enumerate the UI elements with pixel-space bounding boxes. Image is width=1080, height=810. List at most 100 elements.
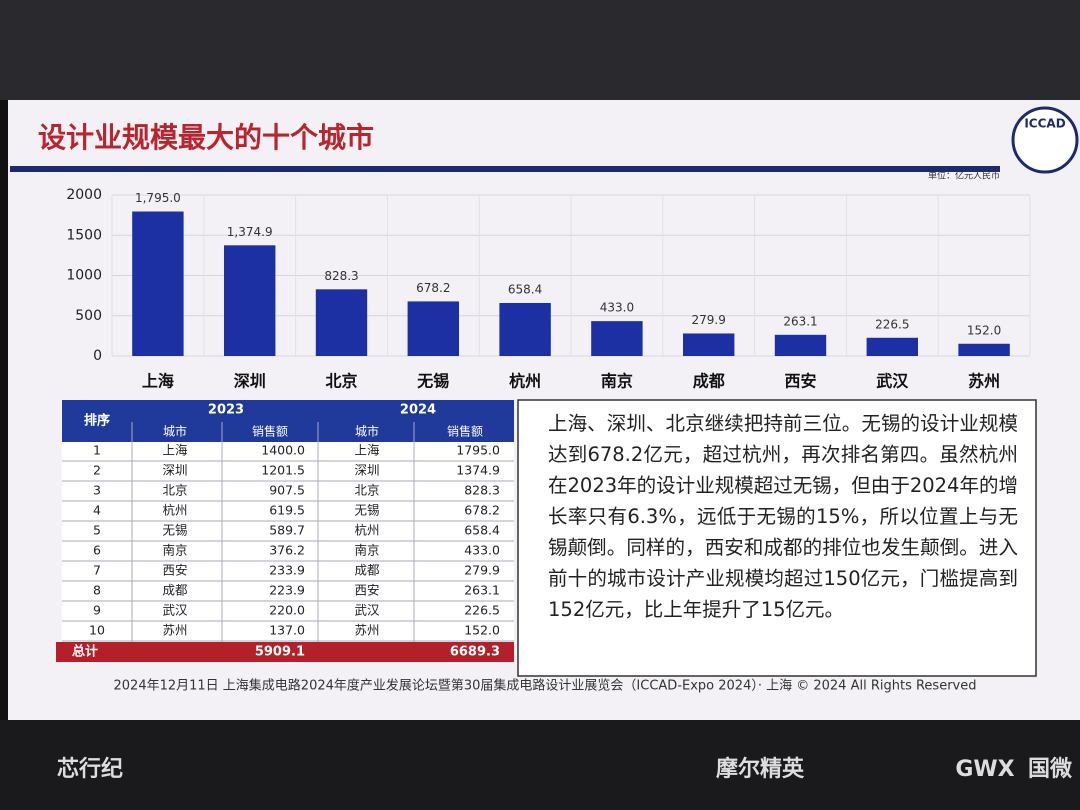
table-cell: 无锡 — [162, 523, 187, 538]
text-box — [517, 399, 1037, 677]
table-cell: 433.0 — [464, 543, 500, 558]
bar — [315, 289, 368, 356]
x-tick-label: 成都 — [693, 372, 725, 391]
table-cell: 武汉 — [354, 603, 380, 618]
y-tick-label: 1000 — [66, 268, 102, 284]
paragraph: 上海、深圳、北京继续把持前三位。无锡的设计业规模达到678.2亿元，超过杭州，再… — [548, 412, 1018, 621]
unit-label: 单位：亿元人民币 — [928, 170, 1000, 182]
table-cell: 成都 — [162, 583, 188, 598]
value-label: 828.3 — [324, 269, 358, 283]
bar — [591, 321, 643, 356]
table-cell: 上海 — [354, 443, 380, 458]
x-tick-label: 上海 — [142, 372, 174, 391]
table-cell: 137.0 — [269, 623, 305, 638]
table-cell: 4 — [93, 503, 101, 518]
y-tick-label: 2000 — [66, 187, 102, 203]
table-cell: 678.2 — [464, 503, 500, 518]
bar — [682, 333, 735, 356]
bar — [132, 211, 184, 356]
bar — [223, 245, 276, 356]
bar — [958, 343, 1010, 356]
table-subheader: 销售额 — [252, 424, 288, 439]
y-tick-label: 1500 — [66, 227, 102, 243]
x-tick-label: 西安 — [784, 372, 816, 391]
table-cell: 6 — [93, 543, 101, 558]
table-cell: 1 — [93, 443, 101, 458]
table-cell: 1201.5 — [261, 463, 305, 478]
table-cell: 907.5 — [269, 483, 305, 498]
table-cell: 北京 — [162, 483, 187, 498]
table-header: 2023 — [208, 403, 244, 418]
table-cell: 1400.0 — [261, 443, 305, 458]
x-tick-label: 深圳 — [234, 372, 266, 391]
table-cell: 619.5 — [269, 503, 305, 518]
table-cell: 上海 — [162, 443, 188, 458]
bar — [499, 302, 551, 356]
table-cell: 深圳 — [162, 463, 187, 478]
table-subheader: 城市 — [163, 424, 187, 439]
table-cell: 2 — [93, 463, 101, 478]
table-cell: 226.5 — [464, 603, 500, 618]
table-cell: 苏州 — [354, 623, 379, 638]
x-tick-label: 南京 — [601, 372, 633, 391]
table-total: 6689.3 — [450, 645, 500, 660]
table-cell: 1374.9 — [456, 463, 500, 478]
chart-title: 设计业规模最大的十个城市 — [38, 121, 374, 154]
value-label: 1,374.9 — [227, 225, 273, 239]
y-tick-label: 0 — [93, 348, 102, 364]
bar — [407, 301, 460, 356]
table-cell: 1795.0 — [456, 443, 500, 458]
table-cell: 武汉 — [162, 603, 188, 618]
table-body-bg — [62, 442, 514, 642]
table-cell: 杭州 — [162, 503, 187, 518]
value-label: 263.1 — [783, 314, 817, 328]
table-cell: 西安 — [354, 583, 379, 598]
sponsor-logo: GWX — [955, 757, 1014, 782]
table-cell: 无锡 — [354, 503, 379, 518]
table-cell: 苏州 — [162, 623, 187, 638]
table-cell: 南京 — [162, 543, 187, 558]
table-cell: 8 — [93, 583, 101, 598]
x-tick-label: 苏州 — [968, 372, 1000, 391]
table-cell: 7 — [93, 563, 101, 578]
table-subheader: 销售额 — [447, 424, 483, 439]
x-tick-label: 无锡 — [416, 372, 449, 391]
table-cell: 西安 — [162, 563, 187, 578]
logo-badge — [1011, 106, 1079, 174]
table-cell: 658.4 — [464, 523, 500, 538]
table-cell: 589.7 — [269, 523, 305, 538]
table-header: 排序 — [84, 413, 110, 429]
value-label: 226.5 — [875, 317, 909, 331]
table-cell: 223.9 — [269, 583, 305, 598]
y-tick-label: 500 — [75, 308, 102, 324]
sponsor-logo: 摩尔精英 — [716, 756, 805, 782]
bar — [866, 337, 919, 356]
table-cell: 成都 — [354, 563, 380, 578]
value-label: 678.2 — [416, 281, 450, 295]
table-cell: 376.2 — [269, 543, 305, 558]
bar — [774, 334, 827, 356]
table-cell: 9 — [93, 603, 101, 618]
x-tick-label: 武汉 — [876, 372, 909, 391]
x-tick-label: 杭州 — [509, 372, 541, 391]
table-total: 5909.1 — [255, 645, 305, 660]
table-total-bg — [56, 642, 514, 662]
table-cell: 深圳 — [354, 463, 379, 478]
table-cell: 杭州 — [354, 523, 379, 538]
table-cell: 10 — [89, 623, 105, 638]
value-label: 152.0 — [967, 323, 1001, 337]
sponsor-logo: 芯行纪 — [57, 756, 123, 782]
table-cell: 220.0 — [269, 603, 305, 618]
table-subheader: 城市 — [355, 424, 379, 439]
table-cell: 5 — [93, 523, 101, 538]
value-label: 279.9 — [692, 313, 726, 327]
table-cell: 北京 — [354, 483, 379, 498]
table-total: 总计 — [72, 644, 98, 660]
table-header-bg — [62, 400, 514, 442]
x-tick-label: 北京 — [325, 372, 357, 391]
value-label: 433.0 — [600, 301, 634, 315]
logo-text: ICCAD — [1024, 117, 1065, 131]
table-cell: 3 — [93, 483, 101, 498]
